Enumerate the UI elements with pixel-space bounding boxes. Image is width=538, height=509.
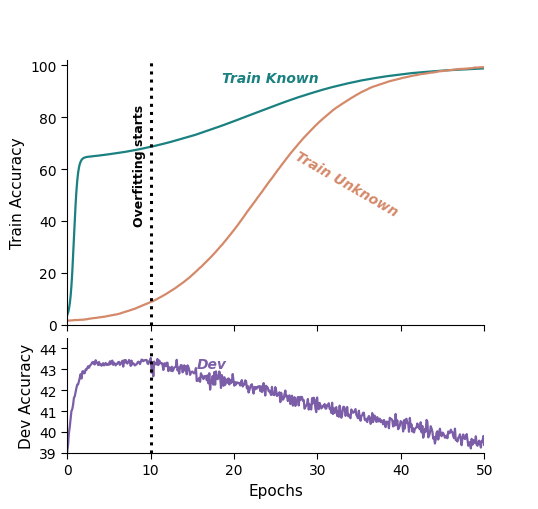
X-axis label: Epochs: Epochs (249, 483, 303, 498)
Text: Overfitting starts: Overfitting starts (133, 105, 146, 227)
Text: Train Known: Train Known (222, 71, 318, 86)
Text: Dev: Dev (196, 357, 226, 372)
Y-axis label: Train Accuracy: Train Accuracy (10, 137, 25, 249)
Y-axis label: Dev Accuracy: Dev Accuracy (19, 343, 34, 448)
Text: Train Unknown: Train Unknown (293, 149, 400, 219)
